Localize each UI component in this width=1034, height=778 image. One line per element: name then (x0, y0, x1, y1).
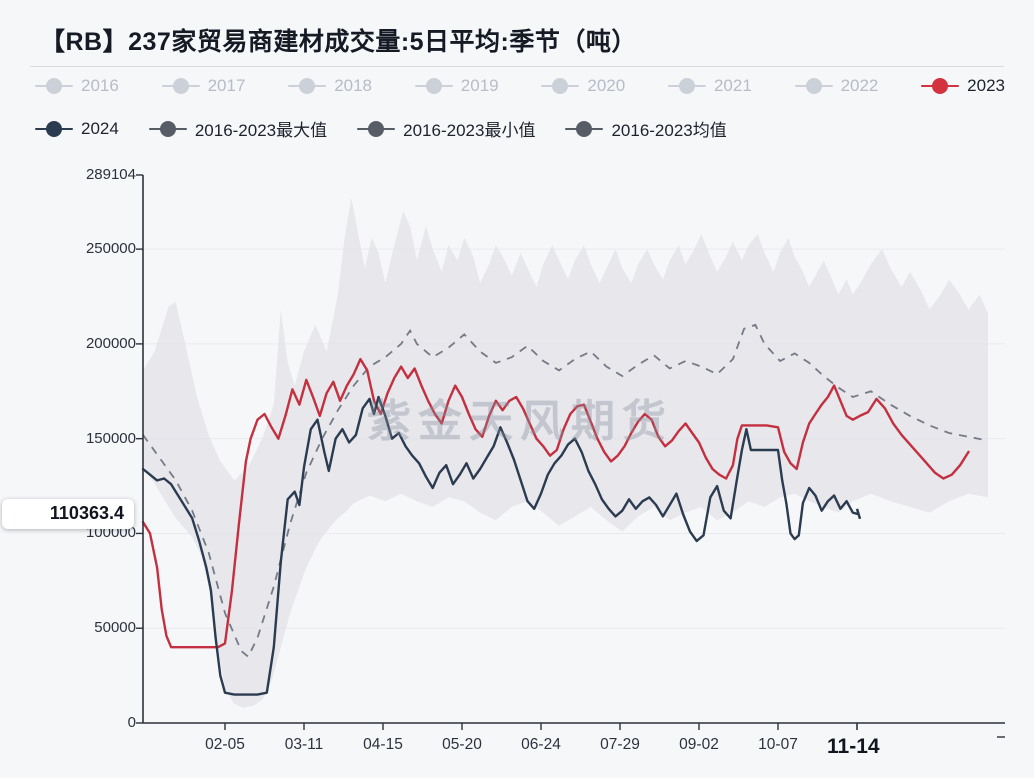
legend-label: 2024 (81, 118, 119, 138)
y-tick-label: 150000 (85, 429, 136, 447)
legend-item-2018[interactable]: 2018 (288, 76, 372, 96)
y-tick-label: 250000 (85, 240, 136, 258)
legend-item-2016-2023最小值[interactable]: 2016-2023最小值 (357, 116, 535, 141)
y-tick-label: 0 (127, 714, 136, 731)
legend-label: 2016-2023均值 (611, 121, 727, 140)
line-2023 (141, 357, 970, 649)
legend-item-2021[interactable]: 2021 (667, 76, 752, 96)
legend-line-dot-icon (35, 120, 73, 137)
current-date-badge: 11-14 (819, 733, 888, 761)
legend-item-2017[interactable]: 2017 (161, 76, 246, 96)
legend-line-dot-icon (161, 78, 200, 94)
x-tick-label: 03-11 (284, 736, 324, 753)
legend-item-2016-2023最大值[interactable]: 2016-2023最大值 (148, 116, 328, 141)
x-tick-label: 04-15 (363, 736, 403, 753)
legend-item-2023[interactable]: 2023 (921, 76, 1005, 96)
legend-line-dot-icon (565, 120, 604, 137)
legend-label: 2016 (81, 76, 119, 95)
legend-line-dot-icon (921, 78, 960, 94)
legend-label: 2022 (840, 76, 879, 95)
x-tick-label: 02-05 (205, 736, 245, 753)
legend-item-2019[interactable]: 2019 (414, 76, 499, 96)
legend-label: 2019 (460, 76, 499, 95)
current-value-badge: 110363.4 (2, 498, 134, 529)
legend-item-2016-2023均值[interactable]: 2016-2023均值 (565, 116, 727, 141)
mean-line-2016-2023 (142, 323, 989, 659)
legend-line-dot-icon (414, 78, 453, 94)
legend-line-dot-icon (148, 120, 187, 137)
legend-label: 2017 (207, 76, 246, 95)
x-tick-label: 09-02 (679, 736, 719, 753)
legend-line-dot-icon (541, 78, 580, 94)
y-tick-label: 289104 (85, 166, 136, 183)
legend-label: 2016-2023最大值 (194, 121, 328, 140)
legend-row-aggregates: 2024 2016-2023最大值 2016-2023最小值 2016-2023均值 (35, 116, 1005, 141)
legend-item-2020[interactable]: 2020 (541, 76, 625, 96)
y-tick-label: 50000 (94, 619, 136, 637)
x-tick-label: 07-29 (600, 736, 640, 753)
x-tick-label: 06-24 (521, 736, 561, 753)
legend-label: 2016-2023最小值 (403, 121, 536, 140)
legend-label: 2023 (967, 76, 1005, 95)
title-divider (30, 66, 1004, 67)
y-tick-label: 200000 (85, 334, 136, 352)
legend-line-dot-icon (288, 78, 327, 94)
legend-label: 2020 (587, 76, 626, 95)
legend-row-years: 2016 2017 2018 2019 2020 2021 2022 2023 (35, 76, 1005, 96)
legend-item-2022[interactable]: 2022 (794, 76, 879, 96)
legend-line-dot-icon (667, 78, 706, 94)
last-point-marker (855, 508, 862, 520)
page-title: 【RB】237家贸易商建材成交量:5日平均:季节（吨） (40, 28, 637, 56)
line-2024 (141, 395, 859, 696)
legend-line-dot-icon (794, 78, 833, 94)
legend-line-dot-icon (35, 78, 73, 94)
legend-label: 2021 (713, 76, 752, 95)
legend-label: 2018 (334, 76, 373, 95)
band-min-max-2016-2023 (143, 197, 988, 708)
legend-line-dot-icon (357, 120, 396, 137)
legend-item-2024[interactable]: 2024 (35, 119, 119, 139)
legend-item-2016[interactable]: 2016 (35, 76, 119, 96)
x-tick-label: 05-20 (442, 736, 482, 753)
x-tick-label: 10-07 (758, 736, 798, 753)
